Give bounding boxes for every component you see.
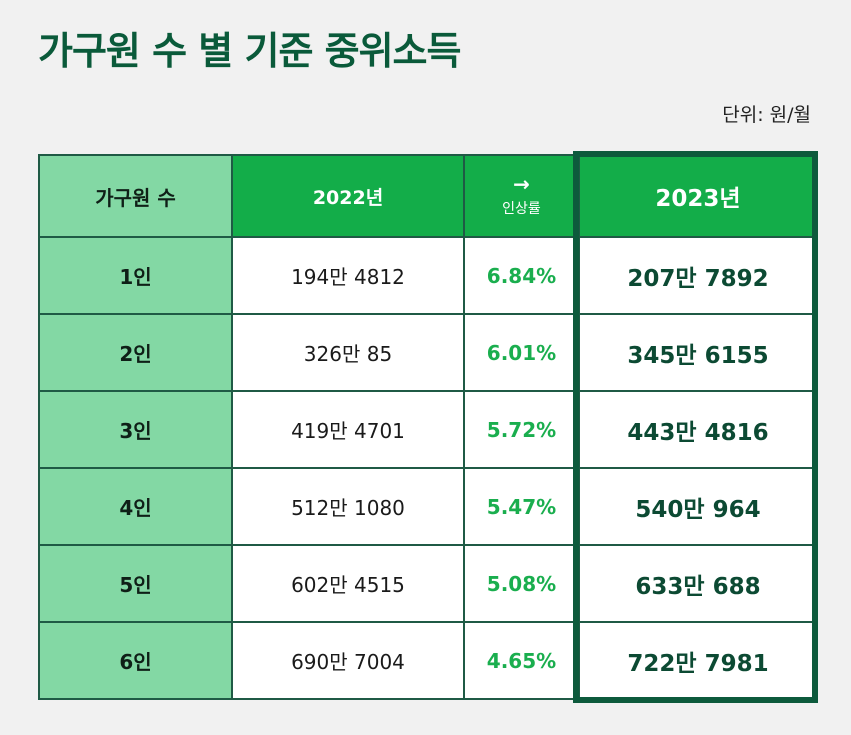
median-income-table: 가구원 수 2022년 → 인상률 2023년 1인 194만 4812 6.8… <box>38 154 818 700</box>
cell-2023: 722만 7981 <box>578 621 818 700</box>
cell-2022: 690만 7004 <box>231 621 465 700</box>
cell-2023: 207만 7892 <box>578 236 818 315</box>
table-header-row: 가구원 수 2022년 → 인상률 2023년 <box>38 154 818 238</box>
cell-2022: 602만 4515 <box>231 544 465 623</box>
table-row: 3인 419만 4701 5.72% 443만 4816 <box>38 390 818 469</box>
cell-2023: 345만 6155 <box>578 313 818 392</box>
cell-household-size: 5인 <box>38 544 233 623</box>
page-title: 가구원 수 별 기준 중위소득 <box>38 29 461 73</box>
cell-rate: 5.08% <box>463 544 580 623</box>
cell-household-size: 2인 <box>38 313 233 392</box>
cell-household-size: 4인 <box>38 467 233 546</box>
cell-rate: 5.72% <box>463 390 580 469</box>
cell-2022: 326만 85 <box>231 313 465 392</box>
cell-household-size: 1인 <box>38 236 233 315</box>
table-row: 1인 194만 4812 6.84% 207만 7892 <box>38 236 818 315</box>
cell-2023: 540만 964 <box>578 467 818 546</box>
cell-household-size: 6인 <box>38 621 233 700</box>
table-row: 5인 602만 4515 5.08% 633만 688 <box>38 544 818 623</box>
cell-household-size: 3인 <box>38 390 233 469</box>
header-rate-label: 인상률 <box>502 201 541 217</box>
arrow-right-icon: → <box>513 172 530 196</box>
table-row: 2인 326만 85 6.01% 345만 6155 <box>38 313 818 392</box>
cell-2022: 512만 1080 <box>231 467 465 546</box>
cell-rate: 5.47% <box>463 467 580 546</box>
cell-2023: 633만 688 <box>578 544 818 623</box>
header-2022: 2022년 <box>231 154 465 238</box>
header-household-size: 가구원 수 <box>38 154 233 238</box>
cell-rate: 4.65% <box>463 621 580 700</box>
header-rate: → 인상률 <box>463 154 580 238</box>
table-row: 6인 690만 7004 4.65% 722만 7981 <box>38 621 818 700</box>
cell-rate: 6.84% <box>463 236 580 315</box>
cell-2023: 443만 4816 <box>578 390 818 469</box>
cell-2022: 419만 4701 <box>231 390 465 469</box>
cell-2022: 194만 4812 <box>231 236 465 315</box>
unit-label: 단위: 원/월 <box>722 104 811 126</box>
cell-rate: 6.01% <box>463 313 580 392</box>
table-row: 4인 512만 1080 5.47% 540만 964 <box>38 467 818 546</box>
header-2023: 2023년 <box>578 154 818 238</box>
